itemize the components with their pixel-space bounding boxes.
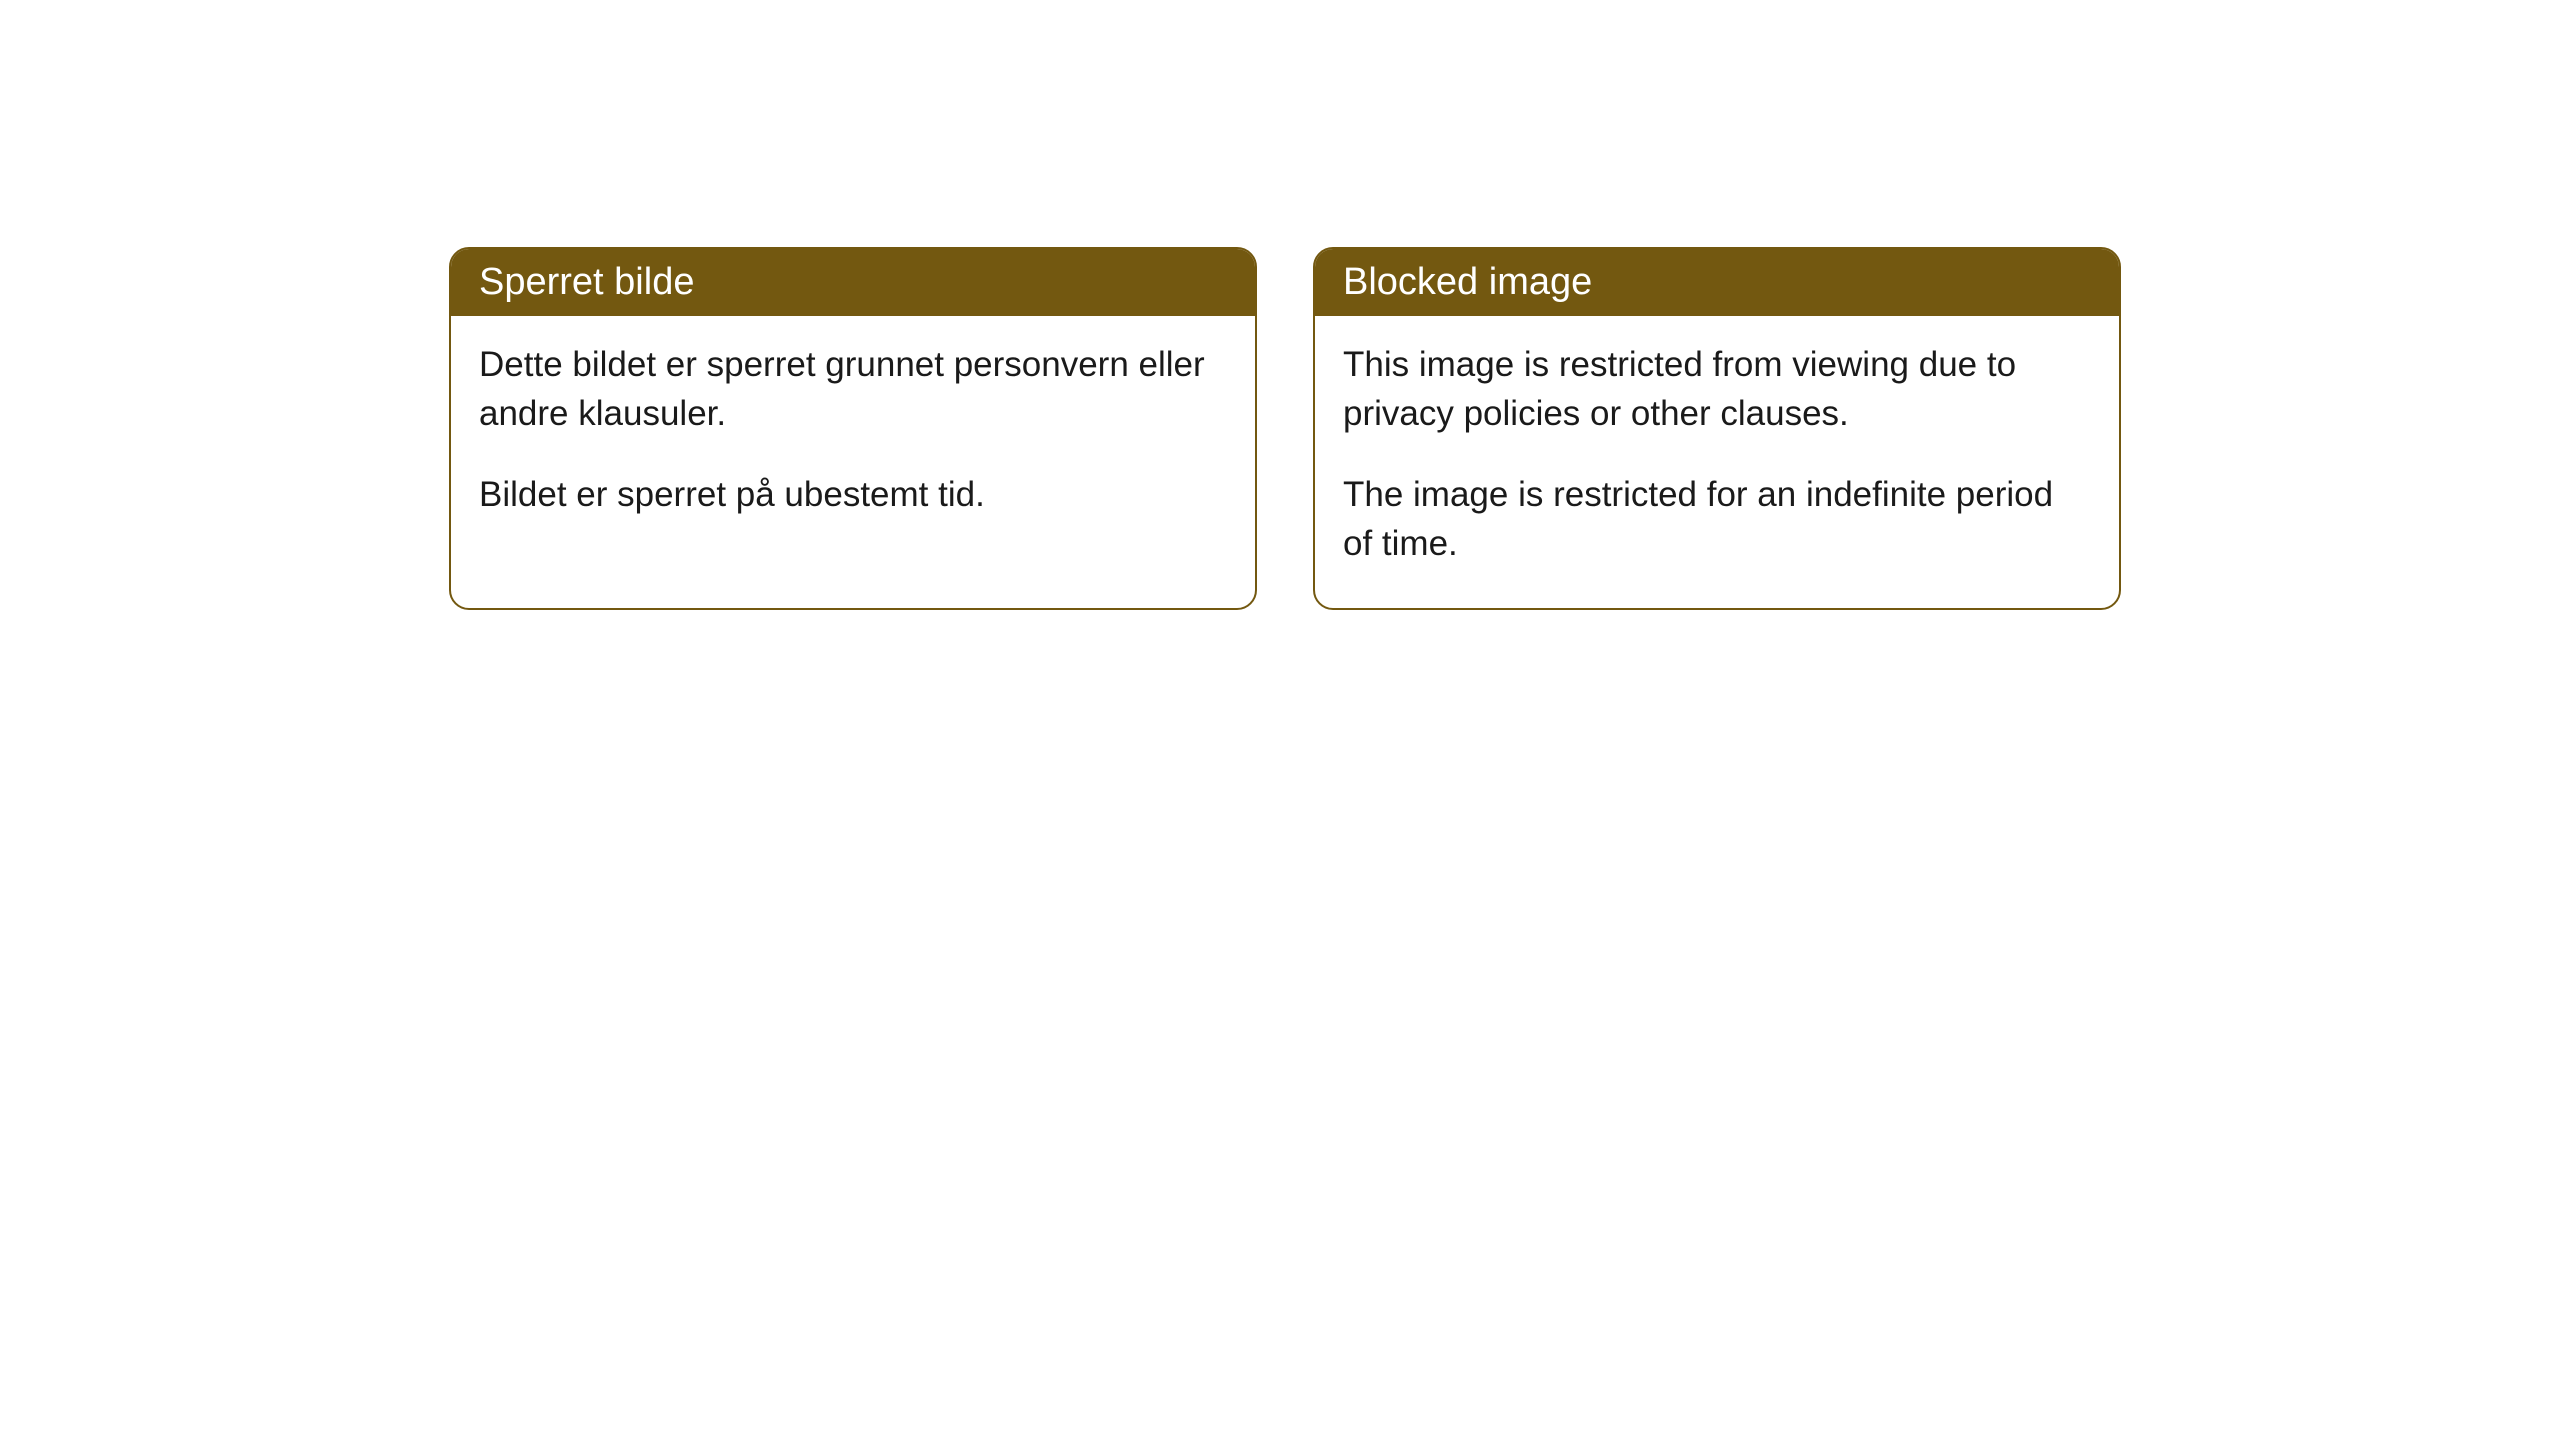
card-title: Sperret bilde bbox=[479, 261, 694, 303]
card-header-norwegian: Sperret bilde bbox=[451, 249, 1255, 316]
card-body-norwegian: Dette bildet er sperret grunnet personve… bbox=[451, 316, 1255, 559]
notice-paragraph-1: Dette bildet er sperret grunnet personve… bbox=[479, 340, 1227, 438]
card-header-english: Blocked image bbox=[1315, 249, 2119, 316]
blocked-image-card-english: Blocked image This image is restricted f… bbox=[1313, 247, 2121, 610]
card-title: Blocked image bbox=[1343, 261, 1592, 303]
blocked-image-card-norwegian: Sperret bilde Dette bildet er sperret gr… bbox=[449, 247, 1257, 610]
notice-paragraph-2: Bildet er sperret på ubestemt tid. bbox=[479, 470, 1227, 519]
notice-cards-container: Sperret bilde Dette bildet er sperret gr… bbox=[449, 247, 2121, 610]
notice-paragraph-1: This image is restricted from viewing du… bbox=[1343, 340, 2091, 438]
card-body-english: This image is restricted from viewing du… bbox=[1315, 316, 2119, 608]
notice-paragraph-2: The image is restricted for an indefinit… bbox=[1343, 470, 2091, 568]
